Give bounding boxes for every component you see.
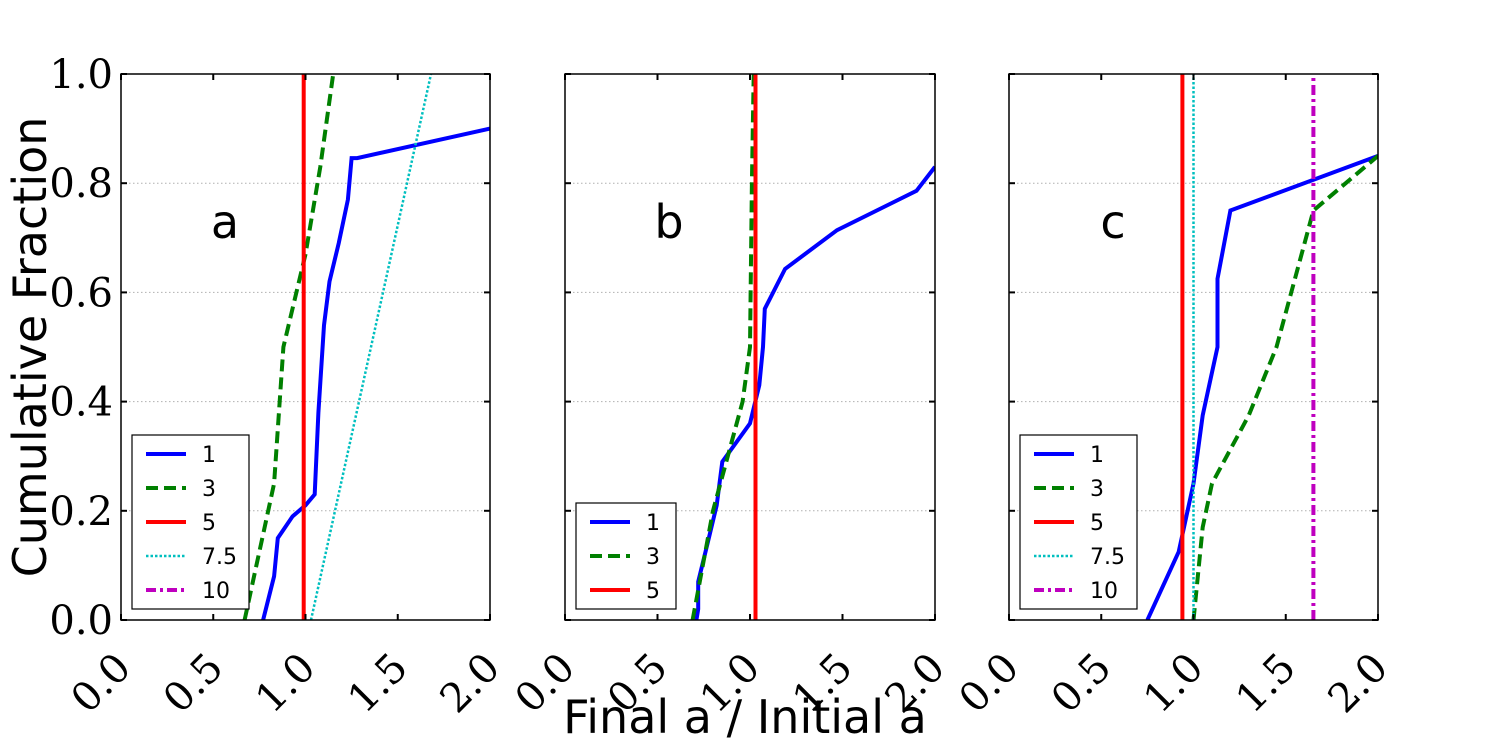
y-tick-label: 0.0 (49, 598, 113, 644)
series-line-3 (242, 74, 336, 620)
legend-label: 1 (646, 511, 660, 536)
legend-label: 10 (202, 579, 230, 604)
x-tick-label: 0.0 (63, 645, 141, 723)
x-tick-label: 1.0 (1135, 645, 1213, 723)
y-tick-label: 1.0 (49, 52, 113, 98)
panel-a: 0.00.20.40.60.81.00.0 0.5 1.0 1.5 2.0a1357.5… (49, 52, 509, 722)
panel-c: 0.0 0.5 1.0 1.5 2.0 c 1 3 5 7.5 10 (951, 73, 1398, 723)
y-tick-label: 0.8 (49, 161, 113, 207)
x-tick-label: 2.0 (432, 645, 510, 723)
x-tick-label: 0.5 (155, 645, 233, 723)
x-tick-label: 1.0 (247, 645, 325, 723)
series-line-3 (690, 74, 756, 620)
legend-label: 5 (646, 579, 660, 604)
series-line-1 (261, 126, 490, 620)
legend: 1 3 5 (575, 502, 677, 610)
y-tick-label: 0.4 (49, 380, 113, 426)
legend-label: 3 (646, 545, 660, 570)
panel-label: b (654, 195, 683, 249)
x-tick-label: 1.5 (339, 645, 417, 723)
legend-label: 7.5 (202, 545, 237, 570)
x-tick-label: 1.5 (1227, 645, 1305, 723)
series-line-1 (694, 165, 935, 620)
y-axis-label: Cumulative Fraction (3, 117, 57, 578)
legend-label: 7.5 (1090, 545, 1125, 570)
legend: 1 3 5 7.5 10 (1019, 434, 1138, 610)
legend-label: 3 (1090, 477, 1104, 502)
x-axis-label: Final a / Initial a (563, 690, 927, 744)
x-tick-label: 0.5 (1043, 645, 1121, 723)
y-tick-label: 0.6 (49, 270, 113, 316)
panels: 0.00.20.40.60.81.00.0 0.5 1.0 1.5 2.0a1357.5… (49, 52, 1397, 722)
panel-label: c (1100, 195, 1125, 249)
x-tick-label: 2.0 (1320, 645, 1398, 723)
legend-label: 1 (1090, 443, 1104, 468)
legend-label: 3 (202, 477, 216, 502)
y-tick-label: 0.2 (49, 489, 113, 535)
series-line-3 (1191, 154, 1378, 620)
legend-label: 10 (1090, 579, 1118, 604)
series-line-7-5 (309, 74, 433, 620)
legend: 1 3 5 7.5 10 (131, 434, 250, 610)
panel-label: a (211, 195, 239, 249)
legend-label: 5 (202, 511, 216, 536)
legend-label: 1 (202, 443, 216, 468)
legend-label: 5 (1090, 511, 1104, 536)
x-tick-label: 0.0 (951, 645, 1029, 723)
